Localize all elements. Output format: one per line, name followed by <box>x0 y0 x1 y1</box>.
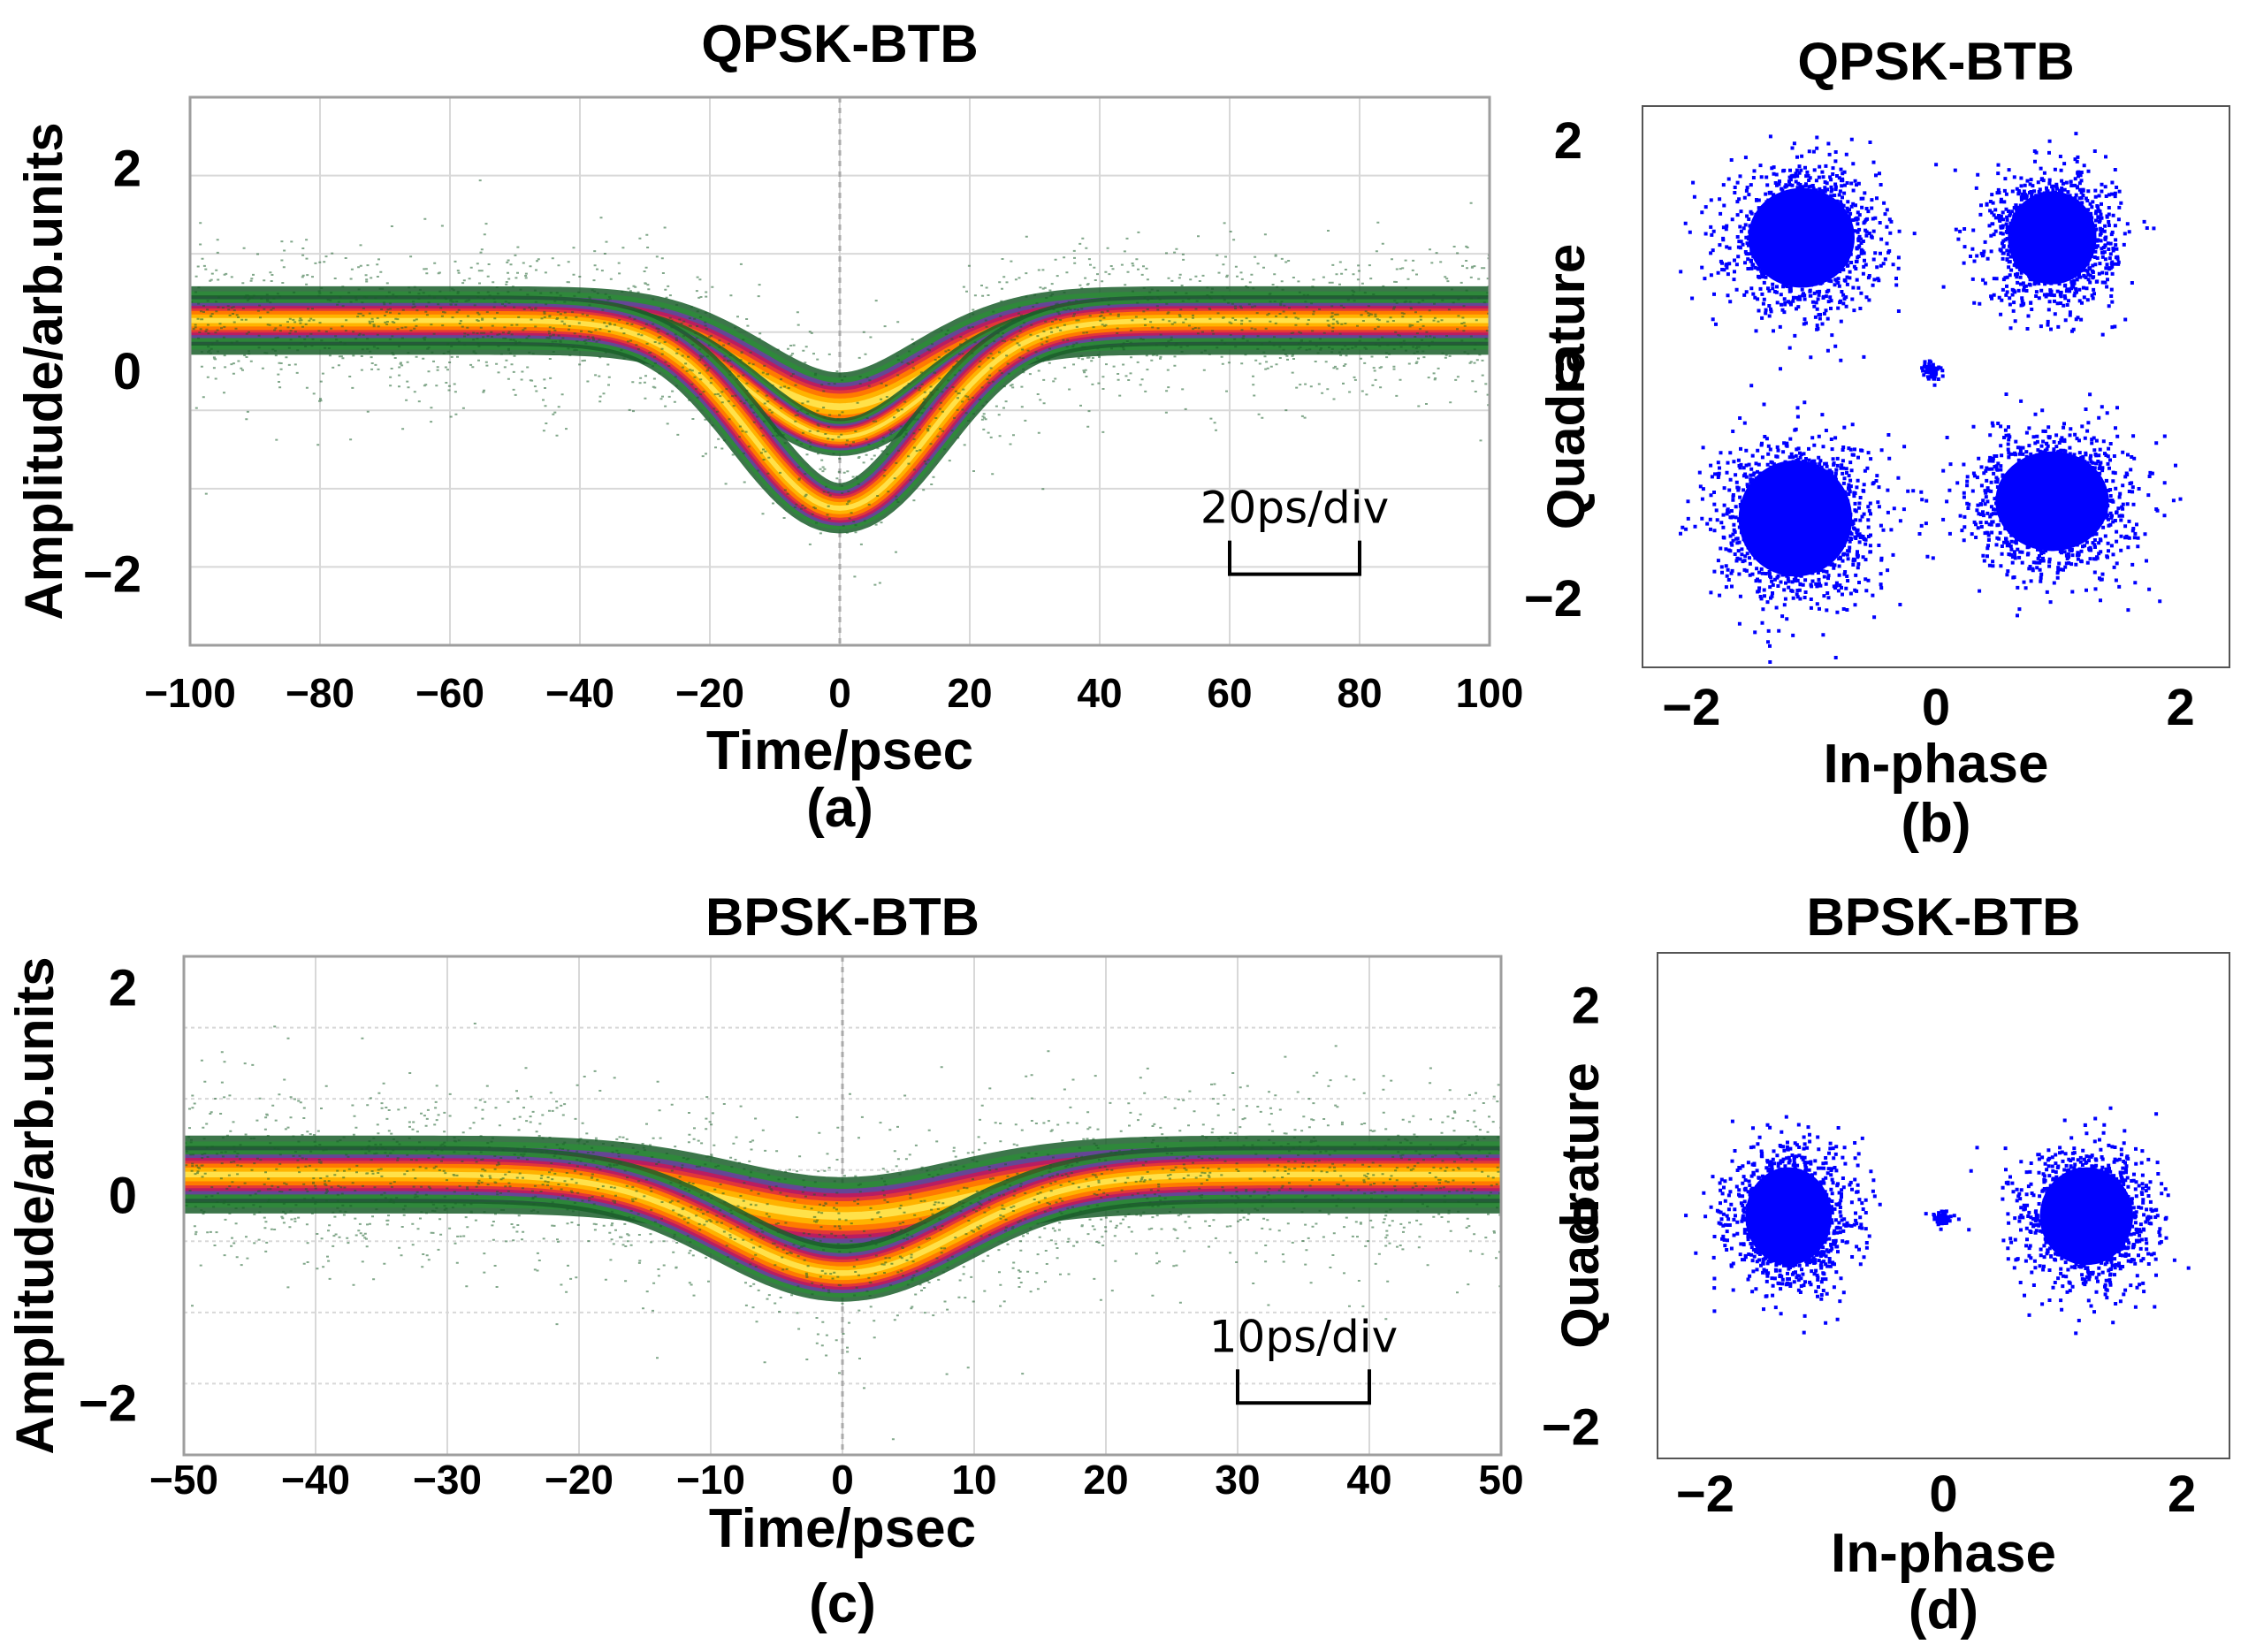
constellation-cluster <box>1941 132 2156 337</box>
constellation-cluster <box>1679 134 1939 362</box>
y-axis-label-b: Quadrature <box>1536 244 1596 529</box>
constellation-b: QPSK-BTB −2 0 2 2 0 −2 In-phase Quadrature (b) <box>1524 32 2230 854</box>
y-tick-label: 0 <box>1572 1188 1600 1245</box>
constellation-cluster <box>1924 1209 1961 1231</box>
x-tick-label: 20 <box>947 670 992 716</box>
y-tick-label: −2 <box>1542 1398 1600 1456</box>
constellation-cluster <box>1924 392 2183 618</box>
scale-bar-label: 10ps/div <box>1209 1311 1398 1362</box>
plot-frame-b <box>1642 105 2230 668</box>
plot-frame-d <box>1657 952 2230 1459</box>
plot-frame-c <box>182 955 1503 1457</box>
panel-caption-a: (a) <box>806 778 873 839</box>
scale-bar-label: 20ps/div <box>1200 483 1389 534</box>
panel-caption-c: (c) <box>809 1573 876 1634</box>
y-tick-label: 2 <box>113 140 141 197</box>
x-tick-label: −30 <box>413 1457 482 1503</box>
x-tick-label: −2 <box>1662 679 1720 736</box>
x-tick-label: 40 <box>1346 1457 1391 1503</box>
chart-title-d: BPSK-BTB <box>1807 887 2081 947</box>
x-tick-label: 60 <box>1207 670 1252 716</box>
x-tick-label: −100 <box>144 670 236 716</box>
chart-title-b: QPSK-BTB <box>1797 32 2074 91</box>
panel-caption-d: (d) <box>1909 1580 1978 1641</box>
x-tick-label: 50 <box>1478 1457 1523 1503</box>
x-axis-label-b: In-phase <box>1824 734 2049 795</box>
y-tick-label: 0 <box>109 1167 137 1224</box>
x-tick-label: 0 <box>828 670 851 716</box>
x-tick-label: −40 <box>281 1457 350 1503</box>
y-axis-label-c: Amplitude/arb.units <box>5 956 65 1454</box>
y-tick-label: 0 <box>113 343 141 400</box>
x-axis-label-c: Time/psec <box>709 1498 976 1559</box>
x-tick-label: 0 <box>1929 1465 1957 1523</box>
x-axis-label-d: In-phase <box>1831 1523 2056 1584</box>
y-tick-label: 2 <box>1554 112 1582 170</box>
constellation-cluster <box>1920 359 1945 387</box>
constellation-cluster <box>1679 367 1928 664</box>
x-tick-label: 30 <box>1215 1457 1260 1503</box>
x-tick-label: −2 <box>1676 1465 1734 1523</box>
x-tick-label: −20 <box>545 1457 614 1503</box>
grid-a <box>190 97 1490 645</box>
x-tick-label: 80 <box>1337 670 1382 716</box>
plot-frame-a <box>188 95 1491 647</box>
eye-trace <box>190 295 1490 534</box>
y-axis-label-d: Quadrature <box>1551 1062 1610 1348</box>
y-tick-label: −2 <box>83 546 141 604</box>
x-axis-label-a: Time/psec <box>706 720 973 781</box>
y-axis-label-a: Amplitude/arb.units <box>14 122 73 620</box>
x-tick-label: −50 <box>149 1457 218 1503</box>
x-tick-label: 20 <box>1083 1457 1128 1503</box>
y-tick-label: 2 <box>1572 978 1600 1035</box>
scale-bar-c: 10ps/div <box>1209 1311 1398 1405</box>
x-tick-label: 0 <box>831 1457 854 1503</box>
x-tick-label: 100 <box>1456 670 1524 716</box>
y-tick-label: 0 <box>1554 341 1582 399</box>
chart-title-c: BPSK-BTB <box>705 887 979 947</box>
constellation-cluster <box>1967 1106 2191 1336</box>
x-tick-label: −10 <box>676 1457 745 1503</box>
x-tick-label: 0 <box>1922 679 1950 736</box>
constellation-d: BPSK-BTB −2 0 2 2 0 −2 In-phase Quadrature (d) <box>1542 887 2230 1641</box>
x-tick-label: 40 <box>1077 670 1122 716</box>
x-tick-label: −20 <box>675 670 744 716</box>
x-tick-label: 2 <box>2167 679 2195 736</box>
x-tick-label: 10 <box>951 1457 996 1503</box>
y-tick-label: −2 <box>1524 570 1582 628</box>
x-tick-label: −60 <box>415 670 484 716</box>
y-tick-label: 2 <box>109 959 137 1016</box>
constellation-cluster <box>1684 1115 1882 1335</box>
x-tick-label: 2 <box>2168 1465 2196 1523</box>
x-tick-label: −40 <box>545 670 614 716</box>
chart-title-a: QPSK-BTB <box>701 14 978 73</box>
scale-bar-a: 20ps/div <box>1200 483 1389 576</box>
x-tick-label: −80 <box>286 670 354 716</box>
y-tick-label: −2 <box>79 1374 137 1432</box>
panel-caption-b: (b) <box>1901 793 1970 854</box>
